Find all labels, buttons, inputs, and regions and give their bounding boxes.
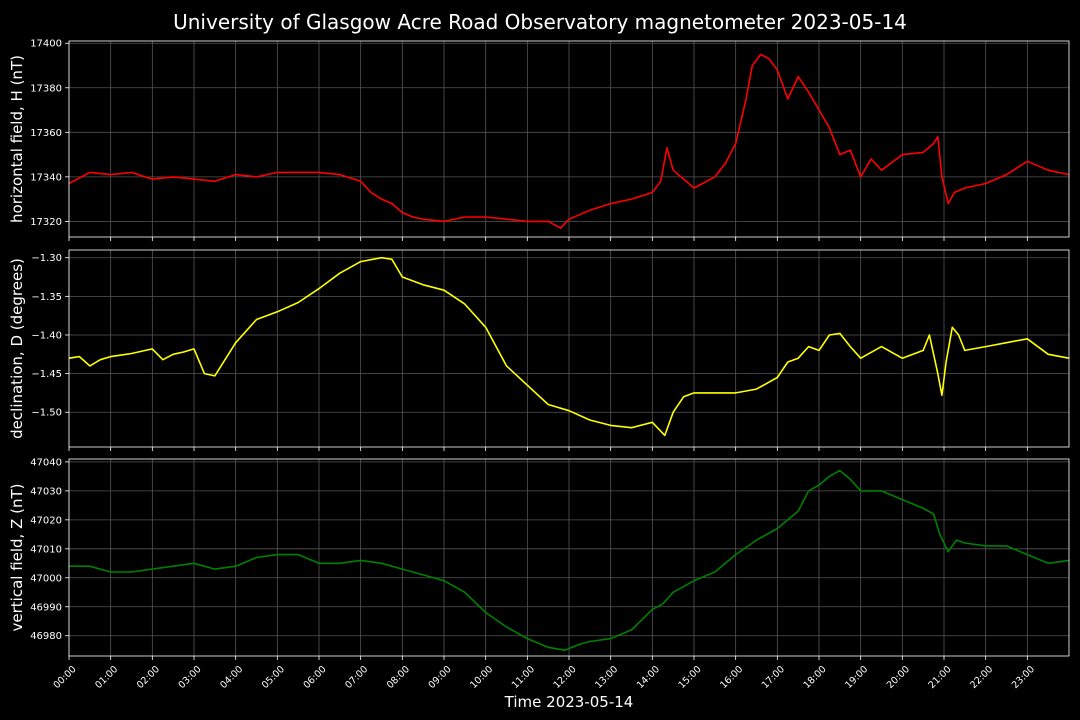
y-tick-label: 17340 bbox=[30, 172, 62, 183]
y-tick-label: −1.45 bbox=[31, 369, 62, 380]
x-tick-label: 07:00 bbox=[343, 664, 370, 691]
series-line-h bbox=[68, 53, 1070, 229]
y-tick-label: 17360 bbox=[30, 128, 62, 139]
x-tick-label: 12:00 bbox=[552, 664, 579, 691]
y-tick-label: −1.50 bbox=[31, 408, 62, 419]
y-tick-label: −1.35 bbox=[31, 292, 62, 303]
y-tick-label: 17320 bbox=[30, 217, 62, 228]
x-tick-label: 06:00 bbox=[302, 664, 329, 691]
x-tick-label: 00:00 bbox=[52, 664, 79, 691]
y-axis-label: vertical field, Z (nT) bbox=[8, 483, 26, 631]
y-tick-label: 47030 bbox=[30, 486, 62, 497]
y-tick-label: 46980 bbox=[30, 631, 62, 642]
y-tick-label: 47010 bbox=[30, 544, 62, 555]
x-tick-label: 11:00 bbox=[510, 664, 537, 691]
x-tick-label: 05:00 bbox=[260, 664, 287, 691]
series-line-z bbox=[69, 469, 1070, 652]
chart-title: University of Glasgow Acre Road Observat… bbox=[173, 10, 907, 34]
y-tick-label: 46990 bbox=[30, 602, 62, 613]
plot-frame bbox=[68, 458, 1070, 657]
x-tick-label: 20:00 bbox=[885, 664, 912, 691]
x-tick-label: 19:00 bbox=[843, 664, 870, 691]
panel-z: 46980 46990 47000 47010 47020 47030 47040 verti… bbox=[8, 457, 1070, 660]
x-tick-label: 09:00 bbox=[427, 664, 454, 691]
y-tick-label: 17400 bbox=[30, 39, 62, 50]
x-tick-label: 18:00 bbox=[802, 664, 829, 691]
panel-h: 17320 17340 17360 17380 17400 horizontal fiel… bbox=[8, 39, 1070, 241]
x-tick-label: 15:00 bbox=[677, 664, 704, 691]
y-axis-label: horizontal field, H (nT) bbox=[8, 55, 26, 223]
plot-frame bbox=[68, 249, 1070, 448]
x-axis-label: Time 2023-05-14 bbox=[504, 693, 634, 711]
x-tick-label: 21:00 bbox=[927, 664, 954, 691]
x-tick-label: 14:00 bbox=[635, 664, 662, 691]
x-tick-label: 16:00 bbox=[718, 664, 745, 691]
plot-frame bbox=[68, 40, 1070, 238]
x-tick-label: 04:00 bbox=[218, 664, 245, 691]
y-tick-label: 17380 bbox=[30, 83, 62, 94]
x-tick-label: 17:00 bbox=[760, 664, 787, 691]
x-tick-label: 03:00 bbox=[177, 664, 204, 691]
x-tick-label: 08:00 bbox=[385, 664, 412, 691]
y-tick-label: 47020 bbox=[30, 515, 62, 526]
x-tick-label: 13:00 bbox=[593, 664, 620, 691]
y-tick-label: 47000 bbox=[30, 573, 62, 584]
x-tick-label: 02:00 bbox=[135, 664, 162, 691]
y-tick-label: 47040 bbox=[30, 457, 62, 468]
y-tick-label: −1.30 bbox=[31, 253, 62, 264]
series-line-d bbox=[68, 256, 1070, 437]
x-tick-label: 22:00 bbox=[968, 664, 995, 691]
x-tick-label: 23:00 bbox=[1010, 664, 1037, 691]
x-tick-label: 01:00 bbox=[93, 664, 120, 691]
x-tick-label: 10:00 bbox=[468, 664, 495, 691]
y-tick-label: −1.40 bbox=[31, 330, 62, 341]
panel-d: −1.50 −1.45 −1.40 −1.35 −1.30 declination, D … bbox=[8, 249, 1070, 451]
y-axis-label: declination, D (degrees) bbox=[8, 258, 26, 439]
chart-panels: 17320 17340 17360 17380 17400 horizontal fiel… bbox=[8, 39, 1070, 691]
